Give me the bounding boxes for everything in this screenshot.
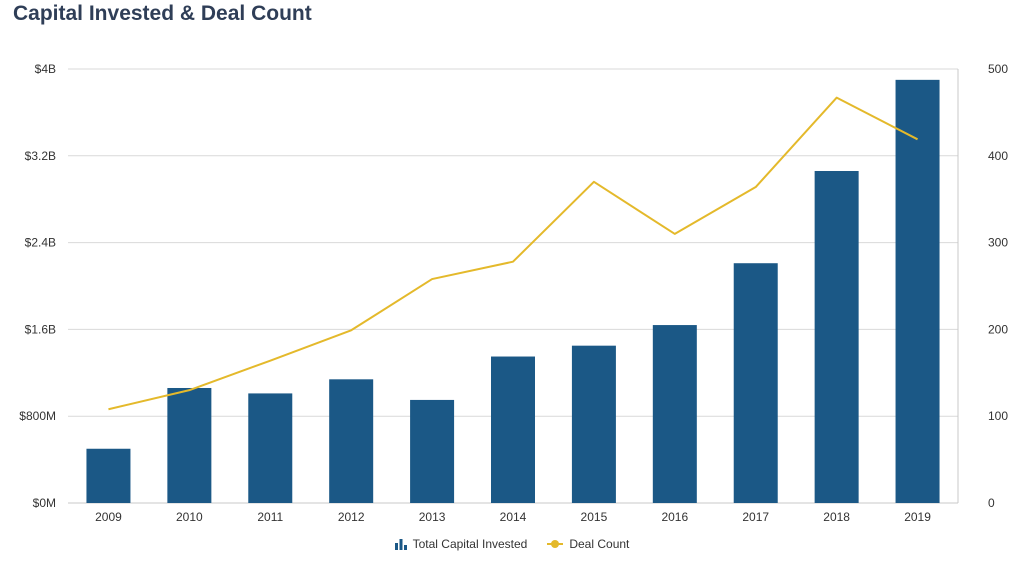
legend-label-deal-count: Deal Count bbox=[569, 537, 630, 551]
left-tick-label: $800M bbox=[19, 409, 56, 423]
bar bbox=[248, 393, 293, 503]
capital-bars bbox=[86, 79, 940, 504]
bar bbox=[652, 325, 697, 503]
x-tick-label: 2014 bbox=[500, 510, 527, 524]
left-tick-label: $0M bbox=[33, 496, 56, 510]
x-tick-label: 2013 bbox=[419, 510, 446, 524]
bar bbox=[733, 263, 778, 503]
right-tick-label: 0 bbox=[988, 496, 995, 510]
x-tick-label: 2016 bbox=[661, 510, 688, 524]
chart-title: Capital Invested & Deal Count bbox=[13, 2, 312, 25]
right-tick-label: 400 bbox=[988, 149, 1008, 163]
left-axis-ticks: $0M $800M $1.6B $2.4B $3.2B $4B bbox=[19, 62, 56, 510]
x-tick-label: 2010 bbox=[176, 510, 203, 524]
bar-chart-icon bbox=[394, 539, 407, 550]
bar bbox=[571, 345, 616, 503]
legend-label-capital: Total Capital Invested bbox=[412, 537, 528, 551]
x-tick-label: 2018 bbox=[823, 510, 850, 524]
x-axis-labels: 2009 2010 2011 2012 2013 2014 2015 2016 2017 2018… bbox=[95, 510, 931, 524]
bar bbox=[814, 170, 859, 504]
bar bbox=[895, 79, 940, 503]
x-tick-label: 2012 bbox=[338, 510, 365, 524]
legend-item-capital[interactable]: Total Capital Invested bbox=[394, 537, 528, 551]
legend-item-deal-count[interactable]: Deal Count bbox=[547, 537, 629, 551]
right-tick-label: 300 bbox=[988, 236, 1008, 250]
x-tick-label: 2009 bbox=[95, 510, 122, 524]
bar bbox=[86, 448, 131, 503]
right-tick-label: 100 bbox=[988, 409, 1008, 423]
right-tick-label: 200 bbox=[988, 322, 1008, 336]
bar bbox=[329, 379, 374, 503]
x-tick-label: 2015 bbox=[581, 510, 608, 524]
bar bbox=[167, 387, 212, 503]
deal-count-line bbox=[108, 96, 919, 411]
right-axis-ticks: 0 100 200 300 400 500 bbox=[988, 62, 1008, 510]
x-tick-label: 2019 bbox=[904, 510, 931, 524]
left-tick-label: $3.2B bbox=[25, 149, 56, 163]
legend: Total Capital Invested Deal Count bbox=[0, 534, 1024, 554]
line-marker-icon bbox=[547, 540, 564, 548]
left-tick-label: $4B bbox=[35, 62, 56, 76]
left-tick-label: $2.4B bbox=[25, 236, 56, 250]
x-tick-label: 2017 bbox=[742, 510, 769, 524]
bar bbox=[491, 356, 535, 503]
bar bbox=[410, 399, 455, 503]
x-tick-label: 2011 bbox=[257, 510, 283, 524]
right-tick-label: 500 bbox=[988, 62, 1008, 76]
left-tick-label: $1.6B bbox=[25, 322, 56, 336]
